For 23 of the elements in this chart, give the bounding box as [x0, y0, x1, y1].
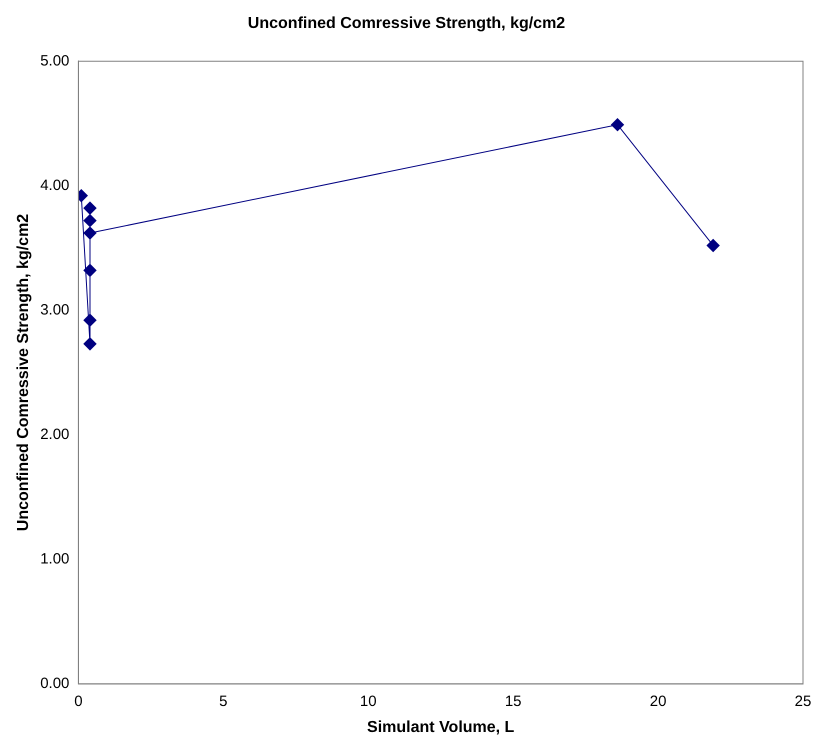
x-tick-label: 20 — [650, 692, 666, 710]
point — [83, 337, 96, 350]
point — [83, 314, 96, 327]
x-tick-label: 15 — [504, 692, 522, 710]
x-axis-title: Simulant Volume, L — [367, 718, 515, 736]
point — [706, 238, 720, 252]
point — [83, 214, 96, 228]
x-tick-label: 0 — [74, 692, 83, 710]
point — [83, 264, 96, 277]
point — [83, 202, 96, 215]
chart-title: Unconfined Comressive Strength, kg/cm2 — [248, 15, 566, 32]
y-tick-label: 5.00 — [40, 52, 70, 70]
y-tick-label: 1.00 — [40, 550, 70, 568]
point — [83, 226, 96, 240]
x-tick-label: 5 — [219, 692, 228, 710]
x-tick-label: 10 — [360, 692, 377, 710]
y-tick-label: 4.00 — [40, 176, 70, 194]
y-tick-label: 3.00 — [40, 301, 70, 318]
point — [611, 118, 624, 132]
y-tick-label: 2.00 — [40, 426, 70, 443]
y-axis-title: Unconfined Comressive Strength, kg/cm2 — [15, 214, 32, 532]
x-tick-label: 25 — [794, 692, 812, 710]
y-tick-label: 0.00 — [40, 674, 70, 692]
